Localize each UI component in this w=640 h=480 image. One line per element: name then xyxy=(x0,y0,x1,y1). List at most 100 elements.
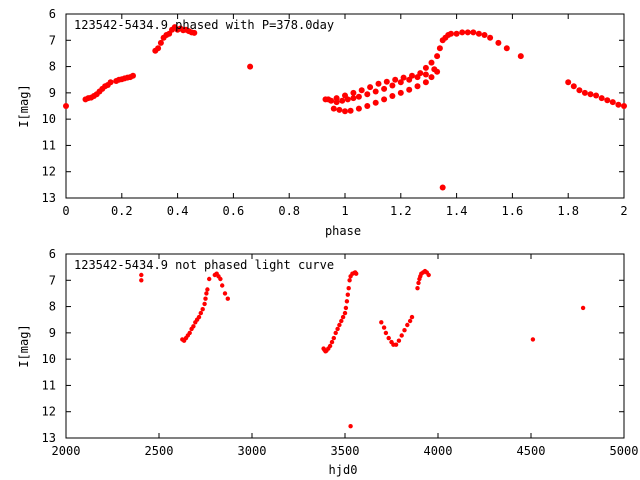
y-tick-label: 7 xyxy=(49,273,56,287)
data-point xyxy=(348,424,353,429)
y-axis-label: I[mag] xyxy=(17,324,31,367)
data-point xyxy=(339,318,344,324)
data-point xyxy=(247,63,254,70)
data-point xyxy=(393,342,399,347)
data-point xyxy=(381,325,387,330)
data-point xyxy=(327,343,333,349)
data-point xyxy=(333,95,340,102)
y-tick-label: 8 xyxy=(49,300,56,314)
x-tick-label: 0.4 xyxy=(167,204,189,218)
data-point xyxy=(196,314,202,320)
data-point xyxy=(436,45,443,52)
data-point xyxy=(434,53,441,60)
data-point xyxy=(372,99,379,106)
x-tick-label: 1.6 xyxy=(502,204,524,218)
data-point xyxy=(339,97,346,104)
axis-ticks xyxy=(65,13,625,199)
data-point xyxy=(453,30,460,37)
x-tick-label: 1.4 xyxy=(446,204,468,218)
data-point xyxy=(350,95,357,102)
y-tick-label: 13 xyxy=(42,191,56,205)
data-point xyxy=(407,318,413,324)
data-point xyxy=(375,80,382,87)
data-point xyxy=(422,79,429,86)
x-tick-label: 0.6 xyxy=(223,204,245,218)
x-axis-label: phase xyxy=(325,224,361,238)
data-point xyxy=(409,72,415,79)
data-point xyxy=(347,278,352,283)
data-point xyxy=(367,84,374,91)
data-point xyxy=(399,333,404,338)
data-point xyxy=(587,91,594,98)
data-point xyxy=(416,280,421,286)
data-point xyxy=(565,79,572,86)
data-point xyxy=(350,89,357,96)
data-point xyxy=(342,310,348,316)
data-point xyxy=(346,286,351,291)
data-point xyxy=(615,101,622,108)
data-point xyxy=(406,86,413,93)
data-point xyxy=(576,87,583,94)
data-point xyxy=(621,103,627,109)
data-point xyxy=(354,271,359,276)
data-point xyxy=(426,272,431,278)
data-points xyxy=(63,24,627,191)
data-point xyxy=(355,93,362,100)
axis-ticks xyxy=(65,253,625,439)
y-tick-label: 12 xyxy=(42,165,56,179)
data-point xyxy=(609,99,616,106)
data-point xyxy=(222,291,228,296)
data-point xyxy=(400,74,407,81)
data-point xyxy=(220,283,225,288)
data-point xyxy=(481,32,488,38)
data-point xyxy=(337,322,342,328)
data-point xyxy=(383,330,389,336)
data-point xyxy=(517,53,524,60)
data-point xyxy=(381,85,388,92)
data-point xyxy=(107,79,114,86)
data-point xyxy=(383,78,390,85)
y-tick-label: 6 xyxy=(49,247,56,261)
y-tick-label: 7 xyxy=(49,33,56,47)
data-point xyxy=(397,89,404,96)
data-point xyxy=(139,278,144,283)
x-tick-label: 4500 xyxy=(517,444,546,458)
data-point xyxy=(414,83,421,90)
data-point xyxy=(63,103,69,109)
data-point xyxy=(342,92,348,99)
y-tick-label: 6 xyxy=(49,7,56,21)
data-point xyxy=(342,108,348,115)
data-point xyxy=(191,324,196,329)
y-tick-label: 13 xyxy=(42,431,56,445)
data-point xyxy=(464,29,471,36)
data-point xyxy=(355,105,362,112)
data-point xyxy=(530,337,536,342)
data-point xyxy=(198,310,203,316)
data-point xyxy=(340,314,346,320)
data-point xyxy=(333,330,338,336)
y-tick-label: 9 xyxy=(49,326,56,340)
data-point xyxy=(203,296,208,301)
data-point xyxy=(428,74,435,81)
y-tick-label: 11 xyxy=(42,378,56,392)
data-point xyxy=(422,64,429,71)
data-point xyxy=(358,87,365,94)
y-tick-label: 9 xyxy=(49,86,56,100)
data-point xyxy=(325,96,332,103)
data-point xyxy=(187,330,192,336)
data-point xyxy=(205,287,210,292)
x-tick-label: 4000 xyxy=(424,444,453,458)
data-point xyxy=(448,30,454,37)
y-tick-label: 8 xyxy=(49,60,56,74)
y-tick-label: 10 xyxy=(42,112,56,126)
data-point xyxy=(389,93,396,99)
plot-frame xyxy=(65,253,625,439)
x-tick-label: 1.2 xyxy=(390,204,412,218)
x-tick-label: 2000 xyxy=(52,444,81,458)
x-tick-label: 1.8 xyxy=(557,204,579,218)
data-point xyxy=(439,184,446,191)
data-point xyxy=(397,79,404,86)
chart-title: 123542-5434.9 not phased light curve xyxy=(74,258,334,272)
data-point xyxy=(417,70,424,77)
